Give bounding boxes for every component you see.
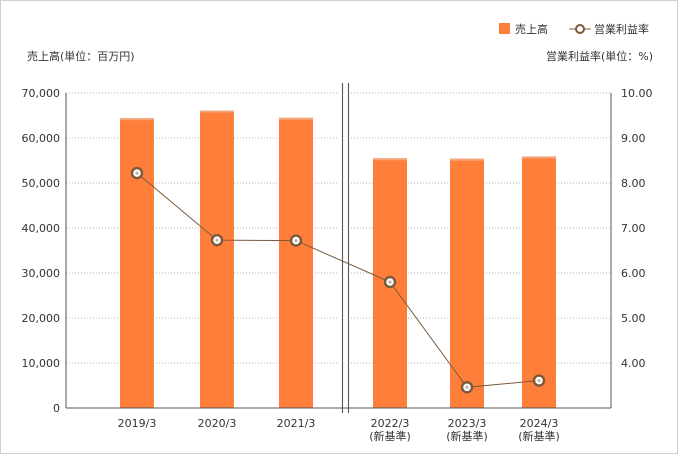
axis-break [337,83,350,415]
bar [120,118,154,408]
bar-highlight [373,158,407,161]
y-left-tick-label: 0 [53,402,60,415]
line-point-center [537,378,541,383]
x-tick-label: 2022/3 [371,417,410,430]
x-tick-sublabel: (新基準) [518,429,560,443]
line-point-center [135,171,139,175]
bar-highlight [522,156,556,159]
x-tick-sublabel: (新基準) [369,429,411,443]
y-right-tick-label: 5.00 [621,312,646,325]
y-left-tick-label: 40,000 [22,222,61,235]
bar-highlight [120,118,154,121]
y-right-tick-label: 7.00 [621,222,646,235]
line-point-center [294,239,298,243]
x-tick-sublabel: (新基準) [446,429,488,443]
x-tick-label: 2021/3 [277,417,316,430]
x-tick-label: 2024/3 [520,417,559,430]
line-point-center [465,385,469,389]
bar-highlight [279,117,313,120]
line-series [130,166,546,394]
gridlines [66,92,611,364]
y-left-tick-label: 30,000 [22,267,61,280]
y-right-axis-title: 営業利益率(単位：%) [546,49,653,63]
y-right-tick-label: 4.00 [621,357,646,370]
y-right-tick-label: 6.00 [621,267,646,280]
y-right-tick-label: 10.00 [621,87,653,100]
y-left-tick-label: 50,000 [22,177,61,190]
legend: 売上高 営業利益率 [499,22,649,36]
line-path [136,172,540,388]
line-point-center [215,238,219,242]
line-point-center [388,280,392,284]
bar-highlight [200,110,234,113]
y-left-tick-label: 60,000 [22,132,61,145]
legend-line-label: 営業利益率 [594,22,649,36]
y-left-axis-title: 売上高(単位：百万円) [27,49,135,63]
x-tick-label: 2020/3 [198,417,237,430]
legend-bar-label: 売上高 [515,22,548,36]
bar [200,110,234,409]
y-left-tick-label: 10,000 [22,357,61,370]
y-left-tick-label: 70,000 [22,87,61,100]
legend-line-marker [575,24,585,34]
y-right-tick-label: 8.00 [621,177,646,190]
y-right-tick-label: 9.00 [621,132,646,145]
axes: 0 10,000 20,000 30,000 40,000 50,000 60,000 70,… [22,49,654,443]
bar [522,156,556,408]
bar [279,117,313,408]
bar [450,158,484,408]
x-tick-label: 2023/3 [448,417,487,430]
bar-highlight [450,158,484,161]
y-left-tick-label: 20,000 [22,312,61,325]
legend-bar-swatch [499,23,510,34]
x-tick-label: 2019/3 [118,417,157,430]
